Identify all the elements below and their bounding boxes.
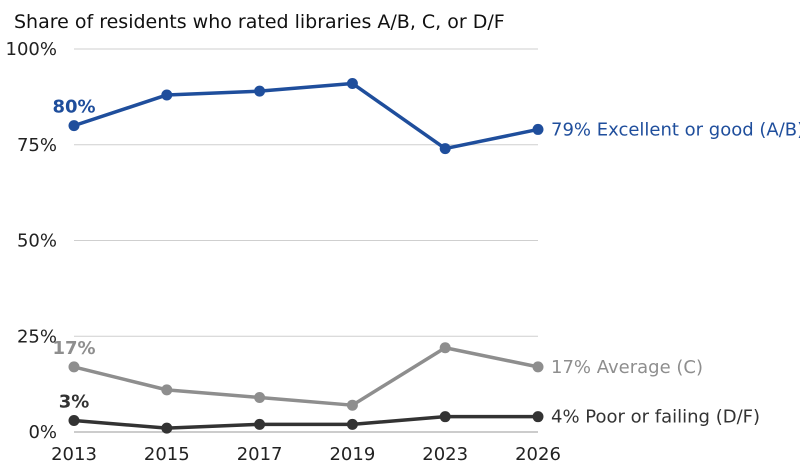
y-tick-label: 25% (17, 326, 57, 347)
series-group: 80% 79% Excellent or good (A/B) 17% 17% Ave… (52, 77, 800, 434)
data-point (68, 120, 80, 132)
x-tick-label: 2026 (515, 444, 561, 465)
chart-title: Share of residents who rated libraries A… (14, 11, 505, 33)
data-point (161, 384, 173, 396)
data-point (346, 399, 358, 411)
series: 17% 17% Average (C) (52, 338, 703, 411)
data-point (254, 418, 266, 430)
data-point (532, 361, 544, 373)
data-point (68, 361, 80, 373)
data-point (68, 415, 80, 427)
x-tick-label: 2015 (144, 444, 190, 465)
series-end-label: 79% Excellent or good (A/B) (551, 119, 800, 140)
x-axis: 2013 2015 2017 2019 2023 2026 (51, 444, 561, 465)
data-point (254, 392, 266, 404)
x-tick-label: 2019 (329, 444, 375, 465)
data-point (439, 143, 451, 155)
x-tick-label: 2017 (237, 444, 283, 465)
start-value-label: 80% (52, 97, 95, 118)
series-end-label: 4% Poor or failing (D/F) (551, 407, 760, 428)
series-line (72, 81, 540, 151)
y-tick-label: 0% (28, 422, 57, 443)
start-value-label: 3% (59, 392, 90, 413)
data-point (161, 89, 173, 101)
series: 80% 79% Excellent or good (A/B) (52, 77, 800, 155)
data-point (439, 411, 451, 423)
data-point (346, 418, 358, 430)
y-axis: 0% 25% 50% 75% 100% (6, 39, 57, 443)
data-point (161, 422, 173, 434)
data-point (439, 342, 451, 354)
gridlines (74, 48, 538, 433)
x-tick-label: 2023 (422, 444, 468, 465)
y-tick-label: 50% (17, 231, 57, 252)
x-tick-label: 2013 (51, 444, 97, 465)
y-tick-label: 75% (17, 135, 57, 156)
series: 3% 4% Poor or failing (D/F) (59, 392, 760, 434)
series-end-label: 17% Average (C) (551, 357, 703, 378)
y-tick-label: 100% (6, 39, 57, 60)
data-point (254, 85, 266, 97)
data-point (532, 411, 544, 423)
start-value-label: 17% (52, 338, 95, 359)
data-point (532, 123, 544, 135)
series-line (72, 414, 540, 430)
data-point (346, 77, 358, 89)
series-line (72, 345, 540, 407)
